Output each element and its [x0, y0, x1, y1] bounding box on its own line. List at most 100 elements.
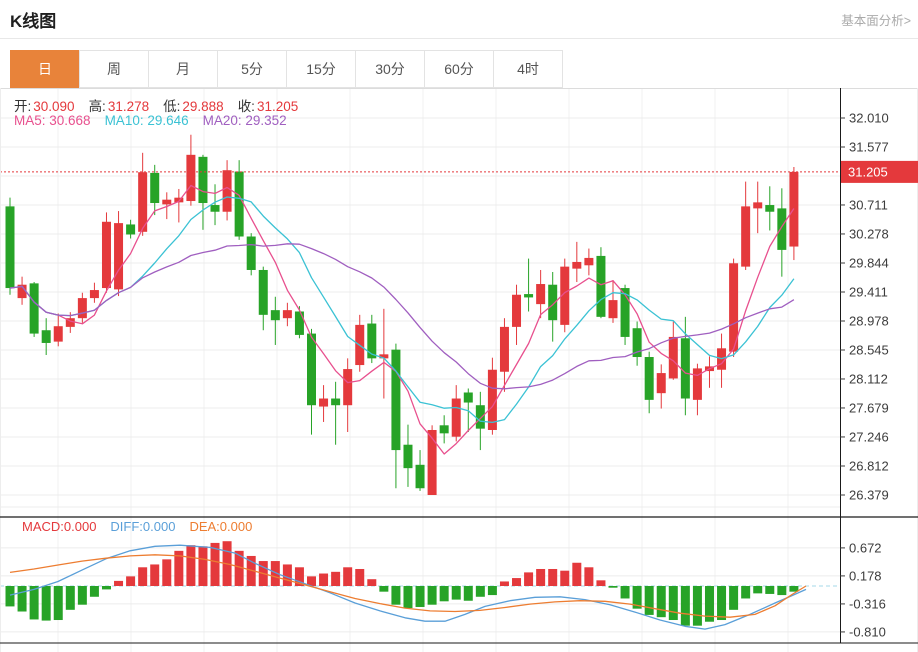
candle[interactable]: [258, 269, 268, 315]
macd-y-tick-label: 0.672: [849, 540, 882, 555]
tab-60分[interactable]: 60分: [424, 50, 494, 88]
candle[interactable]: [524, 294, 534, 298]
candle[interactable]: [234, 171, 244, 237]
candle[interactable]: [536, 284, 546, 305]
candle[interactable]: [65, 318, 75, 327]
candle[interactable]: [53, 326, 63, 342]
candle[interactable]: [765, 205, 775, 212]
candle[interactable]: [741, 206, 751, 267]
ma-legend-item-0: MA5: 30.668: [14, 113, 91, 128]
macd-bar: [101, 586, 111, 590]
candle[interactable]: [692, 368, 702, 400]
candle[interactable]: [753, 202, 763, 209]
candle[interactable]: [174, 197, 184, 203]
candle[interactable]: [77, 298, 87, 319]
candle[interactable]: [632, 328, 642, 358]
candle[interactable]: [41, 330, 51, 343]
candle[interactable]: [126, 224, 136, 235]
candle[interactable]: [331, 398, 341, 406]
macd-y-tick-label: -0.316: [849, 596, 886, 611]
candle[interactable]: [560, 266, 570, 325]
macd-bar: [355, 568, 365, 586]
candle[interactable]: [572, 261, 582, 269]
macd-bar: [270, 561, 280, 586]
candle[interactable]: [294, 311, 304, 335]
macd-bar: [367, 579, 377, 586]
candle[interactable]: [210, 205, 220, 212]
interval-tabbar: 日周月 5分 15分 30分 60分 4时: [10, 50, 563, 88]
candle[interactable]: [487, 369, 497, 430]
candle[interactable]: [475, 405, 485, 429]
candle[interactable]: [427, 429, 437, 495]
candle[interactable]: [89, 290, 99, 299]
candle[interactable]: [584, 257, 594, 266]
candle[interactable]: [680, 338, 690, 399]
candle[interactable]: [198, 156, 208, 204]
candle[interactable]: [596, 255, 606, 317]
macd-bar: [536, 568, 546, 586]
macd-bar: [439, 586, 449, 602]
candle[interactable]: [17, 284, 27, 299]
candle[interactable]: [403, 444, 413, 469]
candle[interactable]: [307, 333, 316, 406]
y-tick-label: 32.010: [849, 111, 889, 126]
y-tick-label: 30.278: [849, 226, 889, 241]
candle[interactable]: [246, 236, 256, 270]
ohlc-item-0: 开: 30.090: [14, 99, 75, 114]
candle[interactable]: [379, 354, 389, 359]
candle[interactable]: [319, 398, 329, 407]
candle[interactable]: [367, 323, 377, 359]
candle[interactable]: [451, 398, 461, 437]
candle[interactable]: [608, 300, 618, 319]
candle[interactable]: [150, 172, 160, 204]
candle[interactable]: [29, 283, 39, 334]
grid-layer: [0, 88, 840, 652]
macd-bar: [499, 581, 509, 586]
candle[interactable]: [512, 294, 522, 327]
candle[interactable]: [463, 392, 473, 403]
candle[interactable]: [5, 206, 15, 289]
macd-bar: [198, 546, 208, 586]
candle[interactable]: [162, 199, 172, 205]
candle[interactable]: [415, 464, 425, 489]
tab-月[interactable]: 月: [148, 50, 218, 88]
candle[interactable]: [270, 310, 280, 321]
candle[interactable]: [101, 221, 111, 289]
candle[interactable]: [668, 336, 678, 379]
candle[interactable]: [114, 223, 124, 290]
tab-日[interactable]: 日: [10, 50, 80, 88]
candle[interactable]: [548, 284, 558, 321]
candle[interactable]: [391, 349, 401, 451]
macd-bar: [126, 576, 136, 586]
macd-bar: [343, 567, 353, 586]
macd-legend: MACD:0.000 DIFF:0.000 DEA:0.000: [22, 519, 266, 534]
tab-5分[interactable]: 5分: [217, 50, 287, 88]
fundamental-analysis-link[interactable]: 基本面分析>: [841, 14, 911, 28]
macd-layer: [5, 541, 807, 630]
candle[interactable]: [656, 373, 666, 394]
y-tick-label: 27.679: [849, 400, 889, 415]
candle[interactable]: [777, 208, 787, 250]
macd-bar: [777, 586, 787, 596]
candle[interactable]: [343, 369, 353, 406]
candle[interactable]: [499, 326, 509, 372]
candle[interactable]: [439, 425, 449, 434]
macd-bar: [729, 586, 739, 610]
candle[interactable]: [620, 288, 630, 337]
candle[interactable]: [282, 310, 292, 319]
candle[interactable]: [222, 170, 232, 212]
tab-周[interactable]: 周: [79, 50, 149, 88]
candle[interactable]: [186, 154, 196, 202]
ohlc-item-2: 低: 29.888: [163, 99, 224, 114]
y-tick-label: 26.812: [849, 459, 889, 474]
macd-bar: [210, 542, 220, 586]
macd-bar: [331, 571, 341, 586]
tab-15分[interactable]: 15分: [286, 50, 356, 88]
macd-bar: [403, 586, 413, 609]
candle[interactable]: [138, 172, 148, 232]
candle[interactable]: [644, 357, 654, 400]
tab-4时[interactable]: 4时: [493, 50, 563, 88]
price-tag-label: 31.205: [848, 164, 888, 179]
tab-30分[interactable]: 30分: [355, 50, 425, 88]
candle[interactable]: [729, 263, 739, 352]
